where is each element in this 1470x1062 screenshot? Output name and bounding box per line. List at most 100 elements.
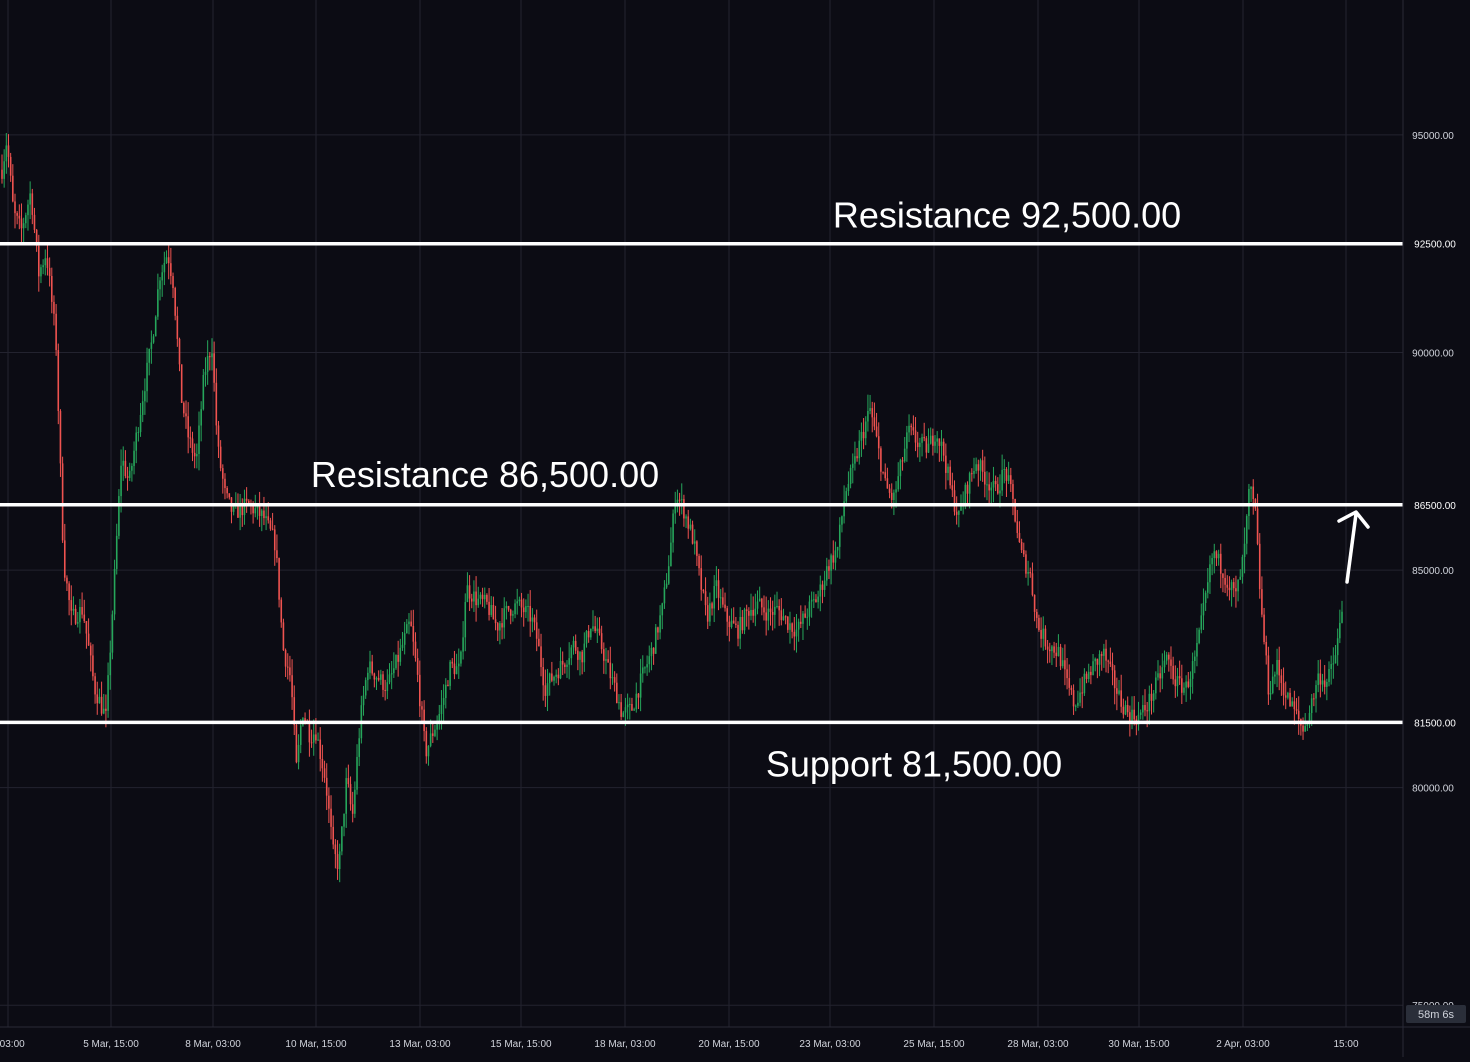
- candle-body: [763, 607, 765, 613]
- candle-body: [1304, 725, 1306, 732]
- candle-body: [1323, 680, 1326, 687]
- candle-body: [128, 470, 131, 478]
- price-tick-label: 95000.00: [1412, 131, 1454, 142]
- candle-body: [667, 566, 670, 584]
- candle-body: [295, 725, 298, 763]
- annotations: Resistance 92,500.00 Resistance 86,500.00…: [311, 195, 1370, 784]
- candle-body: [1245, 516, 1248, 544]
- candle-body: [1109, 661, 1112, 665]
- candle-body: [423, 709, 425, 732]
- candle-body: [551, 673, 553, 681]
- candle-body: [1235, 588, 1237, 592]
- candle-body: [174, 288, 176, 316]
- candle-body: [390, 673, 393, 675]
- candle-body: [345, 778, 348, 814]
- candle-body: [752, 609, 754, 616]
- candle-body: [1100, 654, 1103, 656]
- candle-body: [888, 488, 891, 493]
- candle-body: [35, 229, 38, 246]
- candle-body: [1241, 557, 1244, 577]
- candle-body: [769, 608, 772, 612]
- candle-body: [849, 467, 852, 485]
- candle-body: [243, 498, 246, 516]
- candle-body: [1310, 698, 1313, 714]
- candle-body: [152, 336, 155, 343]
- candle-body: [284, 650, 287, 667]
- candle-body: [228, 493, 231, 498]
- candle-body: [1276, 660, 1278, 675]
- candle-body: [1200, 615, 1203, 630]
- time-tick-label: 5 Mar, 15:00: [83, 1039, 139, 1050]
- candle-body: [414, 641, 417, 659]
- candle-body: [789, 623, 791, 630]
- candle-body: [594, 626, 596, 632]
- candle-body: [1165, 654, 1168, 661]
- candle-body: [1137, 714, 1140, 725]
- candle-body: [100, 696, 103, 714]
- candle-body: [927, 443, 930, 453]
- candle-body: [319, 739, 322, 759]
- candle-body: [877, 436, 880, 449]
- candle-body: [1191, 660, 1194, 679]
- candle-body: [1282, 683, 1285, 696]
- candle-body: [992, 480, 995, 488]
- candle-body: [369, 661, 371, 673]
- candle-body: [193, 452, 196, 457]
- candle-body: [479, 594, 482, 599]
- candle-body: [399, 647, 402, 662]
- candle-body: [732, 620, 735, 624]
- candle-body: [338, 851, 341, 870]
- candle-body: [947, 466, 949, 473]
- candle-body: [499, 623, 501, 631]
- candle-body: [1258, 543, 1261, 590]
- candle-body: [336, 854, 339, 870]
- candle-body: [661, 603, 664, 616]
- candle-body: [200, 409, 202, 426]
- candle-body: [657, 627, 659, 633]
- candle-body: [483, 594, 486, 600]
- candle-body: [265, 516, 267, 519]
- candle-body: [533, 617, 536, 623]
- candle-body: [906, 432, 908, 449]
- candle-body: [615, 682, 618, 704]
- candle-body: [1057, 646, 1060, 657]
- price-axis[interactable]: 95000.0090000.0085000.0080000.0075000.00…: [1402, 0, 1466, 1057]
- candle-body: [477, 598, 480, 606]
- candle-body: [828, 566, 830, 571]
- candle-body: [633, 709, 635, 711]
- candle-body: [1, 169, 3, 179]
- candle-body: [1161, 667, 1164, 679]
- candle-body: [232, 505, 235, 512]
- candle-body: [170, 263, 172, 277]
- candle-body: [1178, 676, 1181, 679]
- candle-body: [375, 677, 378, 680]
- candle-body: [431, 733, 434, 736]
- candle-body: [890, 492, 893, 501]
- time-axis[interactable]: r, 03:00 5 Mar, 15:00 8 Mar, 03:00 10 Mar, …: [0, 1026, 1470, 1050]
- candle-body: [1226, 584, 1229, 588]
- candle-body: [864, 421, 867, 439]
- candle-body: [25, 215, 27, 224]
- candle-body: [464, 602, 467, 638]
- candle-body: [241, 503, 244, 516]
- candle-body: [1077, 702, 1079, 706]
- candle-body: [800, 621, 802, 624]
- up-arrow-head-icon: [1337, 510, 1370, 529]
- candle-body: [860, 431, 863, 441]
- candle-body: [187, 416, 189, 438]
- candle-body: [981, 460, 984, 472]
- candle-body: [96, 694, 99, 704]
- candle-body: [522, 607, 525, 613]
- candle-body: [1189, 678, 1192, 687]
- candle-body: [1239, 576, 1242, 580]
- candle-body: [1211, 558, 1213, 565]
- candle-body: [3, 161, 5, 179]
- candle-body: [1330, 664, 1332, 669]
- candle-body: [923, 437, 925, 439]
- candle-body: [750, 609, 752, 616]
- candle-body: [50, 275, 53, 302]
- candle-body: [224, 478, 226, 488]
- candle-body: [373, 673, 376, 680]
